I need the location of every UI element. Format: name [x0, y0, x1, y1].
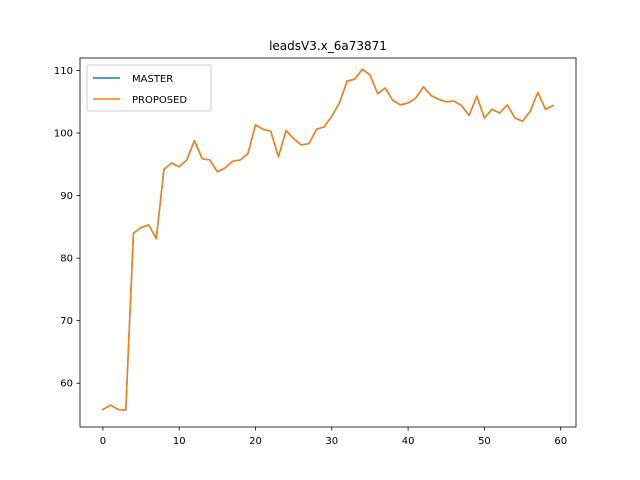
legend-label: PROPOSED	[132, 95, 187, 106]
x-tick-label: 20	[249, 436, 262, 447]
series-lines	[101, 68, 555, 411]
y-tick-label: 80	[60, 254, 73, 265]
legend: MASTER PROPOSED	[86, 64, 212, 112]
y-tick-label: 90	[60, 191, 73, 202]
x-tick-label: 40	[402, 436, 415, 447]
legend-label: MASTER	[132, 74, 173, 85]
y-tick-label: 100	[54, 129, 73, 140]
x-tick-label: 60	[554, 436, 567, 447]
y-tick-label: 110	[54, 66, 73, 77]
y-tick-label: 60	[60, 379, 73, 390]
y-tick-label: 70	[60, 316, 73, 327]
series-line-proposed	[101, 68, 555, 411]
axes: 0 10 20 30 40 50 60 60 70 80 90 100 110	[54, 57, 577, 447]
x-tick-label: 50	[478, 436, 491, 447]
x-tick-label: 10	[173, 436, 186, 447]
plot-frame	[79, 57, 577, 428]
x-tick-label: 30	[325, 436, 338, 447]
chart-title: leadsV3.x_6a73871	[269, 39, 387, 53]
x-tick-label: 0	[100, 436, 106, 447]
